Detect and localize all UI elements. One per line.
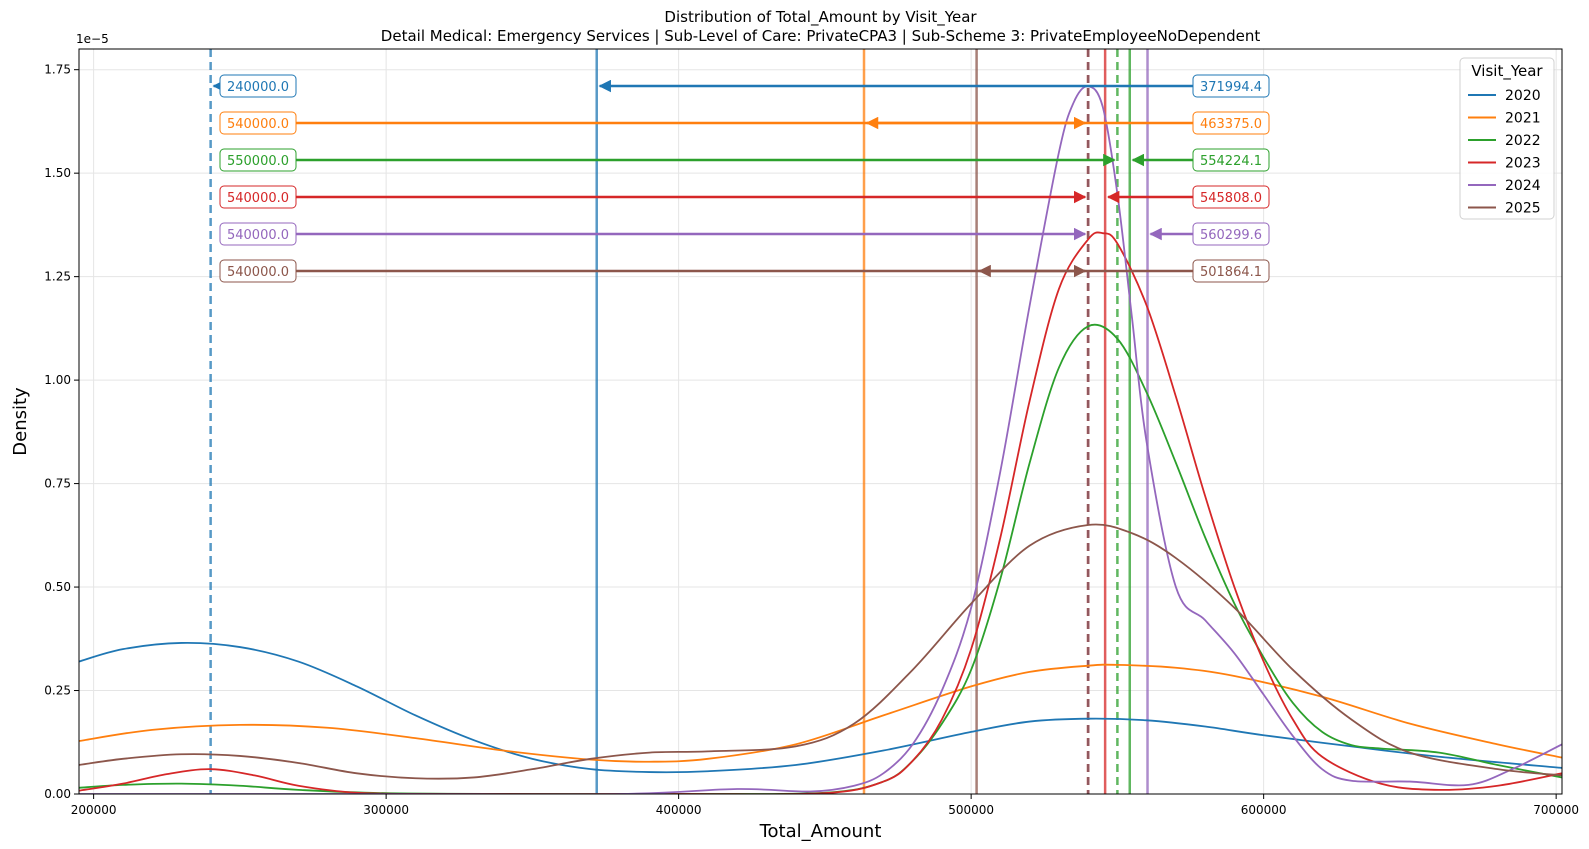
y-tick-label: 1.50 <box>44 166 71 180</box>
mean-label-box-2023 <box>1192 185 1270 209</box>
y-tick-label: 0.25 <box>44 684 71 698</box>
mean-label-2022: 554224.1 <box>1200 154 1262 169</box>
chart-title: Distribution of Total_Amount by Visit_Ye… <box>664 8 977 27</box>
median-label-box-2022 <box>219 148 297 172</box>
median-label-2024: 540000.0 <box>227 228 289 243</box>
legend: Visit_Year 2020 2021 2022 2023 2024 2025 <box>1459 57 1555 220</box>
mean-label-2024: 560299.6 <box>1200 228 1262 243</box>
legend-label-2025: 2025 <box>1505 201 1541 217</box>
x-tick-label: 500000 <box>948 803 994 817</box>
mean-label-2025: 501864.1 <box>1200 265 1262 280</box>
mean-label-2021: 463375.0 <box>1200 117 1262 132</box>
legend-title: Visit_Year <box>1471 62 1543 81</box>
x-tick-label: 700000 <box>1533 803 1579 817</box>
legend-label-2020: 2020 <box>1505 88 1541 104</box>
legend-label-2021: 2021 <box>1505 111 1541 127</box>
grid-lines <box>79 49 1562 795</box>
median-label-2025: 540000.0 <box>227 265 289 280</box>
y-tick-label: 0.50 <box>44 580 71 594</box>
annotations: 240000.0 371994.4 540000.0 463375.0 550000.0… <box>212 74 1270 283</box>
y-tick-label: 1.75 <box>44 63 71 77</box>
mean-label-2020: 371994.4 <box>1200 80 1262 95</box>
chart-subtitle: Detail Medical: Emergency Services | Sub… <box>381 27 1261 45</box>
median-label-box-2025 <box>219 259 297 283</box>
x-tick-label: 600000 <box>1241 803 1287 817</box>
density-curve-2020 <box>79 641 1562 774</box>
density-curve-2024 <box>79 85 1562 794</box>
legend-label-2024: 2024 <box>1505 178 1541 194</box>
x-axis-label: Total_Amount <box>759 821 882 842</box>
ticks: 200000 300000 400000 500000 600000 700000 0.00… <box>44 63 1579 817</box>
y-tick-label: 1.25 <box>44 270 71 284</box>
x-tick-label: 400000 <box>656 803 702 817</box>
axes-frame <box>78 48 1563 795</box>
y-axis-label: Density <box>10 387 31 456</box>
median-label-2020: 240000.0 <box>227 80 289 95</box>
median-label-box-2020 <box>219 74 297 98</box>
median-label-2023: 540000.0 <box>227 191 289 206</box>
mean-label-box-2024 <box>1192 222 1270 246</box>
median-label-box-2021 <box>219 111 297 135</box>
x-tick-label: 200000 <box>71 803 117 817</box>
mean-label-box-2022 <box>1192 148 1270 172</box>
plot-area <box>79 49 1562 794</box>
legend-label-2023: 2023 <box>1505 156 1541 172</box>
median-label-box-2024 <box>219 222 297 246</box>
mean-label-2023: 545808.0 <box>1200 191 1262 206</box>
legend-box <box>1459 57 1555 220</box>
y-tick-label: 1.00 <box>44 373 71 387</box>
legend-label-2022: 2022 <box>1505 133 1541 149</box>
density-curve-2023 <box>79 231 1562 794</box>
y-tick-label: 0.00 <box>44 787 71 801</box>
density-curve-2025 <box>79 523 1562 780</box>
mean-label-box-2025 <box>1192 259 1270 283</box>
median-label-2022: 550000.0 <box>227 154 289 169</box>
y-tick-label: 0.75 <box>44 477 71 491</box>
density-curve-2021 <box>79 663 1562 763</box>
x-tick-label: 300000 <box>363 803 409 817</box>
y-offset-label: 1e−5 <box>76 32 109 46</box>
median-label-box-2023 <box>219 185 297 209</box>
mean-label-box-2020 <box>1192 74 1270 98</box>
density-curve-2022 <box>79 323 1562 794</box>
mean-label-box-2021 <box>1192 111 1270 135</box>
median-label-2021: 540000.0 <box>227 117 289 132</box>
